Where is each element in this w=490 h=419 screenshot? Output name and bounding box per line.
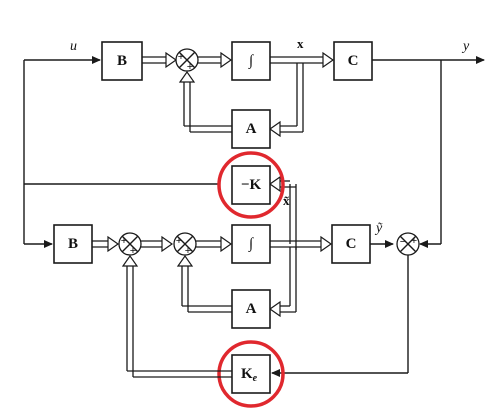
sum2-plus-bottom: + bbox=[130, 245, 136, 257]
c-block-bottom-label: C bbox=[346, 236, 357, 252]
signal-y-label: y bbox=[461, 39, 470, 54]
error-sum-plus: + bbox=[411, 235, 417, 247]
sum3-plus-left: + bbox=[176, 235, 182, 247]
b-block-top-label: B bbox=[117, 53, 127, 69]
b-to-sum-top-wire bbox=[142, 51, 178, 69]
a-block-top-label: A bbox=[246, 121, 257, 137]
ke-block bbox=[231, 354, 271, 394]
state-feedback-path: x̃ −K bbox=[23, 60, 297, 250]
neg-k-highlight-circle bbox=[217, 151, 285, 219]
integrator-top-label: ∫ bbox=[248, 53, 255, 69]
b-block-bottom-label: B bbox=[68, 236, 78, 252]
neg-k-block bbox=[231, 165, 271, 205]
signal-x-tilde-label: x̃ bbox=[283, 193, 290, 208]
a-to-sum-top-wire bbox=[178, 70, 232, 133]
error-sum-minus: − bbox=[400, 236, 406, 248]
neg-k-block-label: −K bbox=[241, 177, 262, 193]
sum3-plus-bottom: + bbox=[185, 245, 191, 257]
x-tilde-to-a-bottom-feedback bbox=[268, 247, 297, 318]
sum-top-plus-bottom: + bbox=[187, 61, 193, 73]
plant-loop: u B + + ∫ x bbox=[24, 36, 485, 149]
b-block-top bbox=[101, 41, 143, 81]
x-state-wire bbox=[270, 51, 335, 69]
signal-x-label: x bbox=[297, 36, 304, 51]
integrator-bottom-label: ∫ bbox=[248, 236, 255, 252]
observer-loop: B + + + + ∫ bbox=[53, 60, 442, 408]
sum2-to-sum3-wire bbox=[141, 235, 174, 253]
a-block-bottom-label: A bbox=[246, 301, 257, 317]
signal-y-tilde-label: ỹ bbox=[374, 221, 383, 236]
sum2-plus-left: + bbox=[121, 235, 127, 247]
b-to-sum2-wire bbox=[92, 235, 120, 253]
b-block-bottom bbox=[53, 224, 93, 264]
c-block-top bbox=[333, 41, 373, 81]
integrator-block-bottom bbox=[231, 224, 271, 264]
c-block-bottom bbox=[331, 224, 371, 264]
a-block-bottom bbox=[231, 289, 271, 329]
signal-u-label: u bbox=[70, 39, 77, 54]
a-bottom-to-sum3-wire bbox=[176, 254, 232, 313]
c-block-top-label: C bbox=[348, 53, 359, 69]
x-to-a-top-feedback bbox=[268, 63, 304, 138]
integrator-block-top bbox=[231, 41, 271, 81]
ke-to-sum2-wire bbox=[121, 254, 232, 378]
ke-block-label: Ke bbox=[241, 366, 258, 384]
ke-highlight-circle bbox=[217, 340, 285, 408]
sum-top-plus-left: + bbox=[178, 51, 184, 63]
sum3-to-int-bottom-wire bbox=[196, 235, 233, 253]
a-block-top bbox=[231, 109, 271, 149]
x-tilde-state-wire bbox=[270, 235, 333, 253]
sum-to-int-top-wire bbox=[198, 51, 233, 69]
